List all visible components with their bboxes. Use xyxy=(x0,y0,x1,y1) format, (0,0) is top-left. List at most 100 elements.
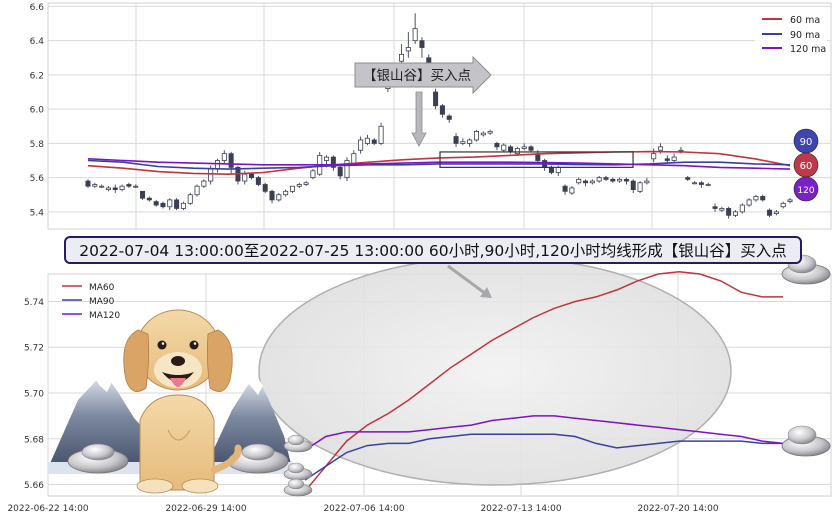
candle-body xyxy=(521,146,527,149)
candle-body xyxy=(146,197,152,201)
candle-body xyxy=(657,146,664,151)
candle xyxy=(651,148,657,163)
x-tick-label: 2022-06-29 14:00 xyxy=(165,504,246,514)
y-tick-label: 5.66 xyxy=(24,481,44,491)
candle xyxy=(262,182,268,194)
candle-body xyxy=(378,125,384,144)
candle-body xyxy=(514,148,520,155)
y-tick-label: 5.68 xyxy=(24,435,44,445)
callout-arrow-shape xyxy=(354,55,492,95)
candle-body xyxy=(303,182,309,185)
candle xyxy=(644,177,650,185)
candle xyxy=(405,32,411,58)
candle-body xyxy=(617,178,623,182)
top-grid xyxy=(48,3,831,229)
silver-ingot-icon xyxy=(781,254,831,285)
candle-body xyxy=(419,40,425,48)
x-tick-label: 2022-07-06 14:00 xyxy=(323,504,404,514)
candle xyxy=(569,186,575,195)
pointer-arrow-icon xyxy=(447,264,492,298)
candle xyxy=(194,184,200,197)
candle xyxy=(460,138,466,146)
candle xyxy=(692,181,698,185)
candle-body xyxy=(283,190,289,196)
candle xyxy=(187,193,193,206)
y-tick-label: 6.0 xyxy=(30,106,45,116)
candle xyxy=(487,129,493,135)
candle xyxy=(521,143,527,151)
candle xyxy=(712,203,718,212)
candle xyxy=(603,175,609,182)
candle xyxy=(140,190,146,200)
candle xyxy=(528,145,534,152)
legend-label-ma60: MA60 xyxy=(89,283,115,293)
candle-body xyxy=(569,187,575,194)
candle xyxy=(255,175,261,187)
candle-body xyxy=(548,166,554,173)
candle xyxy=(317,151,323,176)
candle xyxy=(780,201,786,209)
candle-body xyxy=(630,180,636,191)
candle xyxy=(467,138,473,147)
candle-body xyxy=(371,139,377,144)
candle xyxy=(698,181,704,188)
candle xyxy=(344,157,350,182)
candle xyxy=(514,146,520,156)
candle-body xyxy=(501,144,507,151)
candle xyxy=(337,165,343,180)
y-tick-label: 5.72 xyxy=(24,344,44,354)
candle-body xyxy=(140,190,146,199)
silver-ingot-icon xyxy=(227,443,289,474)
candle-body xyxy=(399,53,405,62)
dog-illustration xyxy=(123,309,242,494)
x-tick-label: 2022-07-20 14:00 xyxy=(637,504,718,514)
badge-60-label: 60 xyxy=(800,161,813,172)
silver-ingot-icon xyxy=(781,425,831,457)
candle-body xyxy=(296,184,302,187)
candle-body xyxy=(180,202,186,209)
candle-body xyxy=(126,184,132,187)
candle-body xyxy=(289,185,295,192)
candle-body xyxy=(269,190,275,201)
legend-label-60: 60 ma xyxy=(790,15,820,26)
candle xyxy=(269,189,275,204)
candle xyxy=(221,150,227,164)
legend-label-ma90: MA90 xyxy=(89,297,115,307)
candle-body xyxy=(753,196,759,201)
candle xyxy=(637,181,643,194)
y-tick-label: 5.4 xyxy=(30,208,45,218)
candle xyxy=(133,184,139,188)
candle-body xyxy=(187,194,193,204)
candle-body xyxy=(412,28,418,42)
candle-body xyxy=(712,206,718,209)
candle-body xyxy=(467,139,473,144)
ma-line-MA60 xyxy=(304,270,783,492)
candle-body xyxy=(99,185,105,188)
candle xyxy=(719,206,725,212)
top-legend: 60 ma 90 ma 120 ma xyxy=(755,10,827,58)
candle-body xyxy=(446,115,452,120)
ma-badges: 90 60 120 xyxy=(793,128,819,202)
candle-body xyxy=(249,173,255,179)
badge-120 xyxy=(793,176,819,202)
candle-body xyxy=(337,166,343,177)
bottom-y-axis: 5.66 5.68 5.70 5.72 5.74 xyxy=(24,298,44,491)
candle-body xyxy=(262,184,268,192)
candle xyxy=(453,133,459,147)
candle-body xyxy=(174,199,180,209)
candle-body xyxy=(405,47,411,52)
down-arrow-icon xyxy=(411,91,427,147)
candle-body xyxy=(760,196,766,201)
candle-body xyxy=(739,204,745,213)
candle xyxy=(303,181,309,187)
candle-body xyxy=(576,178,582,184)
silver-ingot-icon xyxy=(283,462,313,481)
candle-body xyxy=(460,141,466,144)
candle-body xyxy=(276,194,282,201)
candle xyxy=(446,114,452,123)
candle xyxy=(739,203,745,214)
bottom-ma-panel: 5.665.685.705.725.74 2022-06-22 14:00 202… xyxy=(7,254,832,514)
candle-body xyxy=(160,202,166,208)
legend-label-ma120: MA120 xyxy=(89,311,120,321)
ma-line-60-ma xyxy=(87,150,791,176)
